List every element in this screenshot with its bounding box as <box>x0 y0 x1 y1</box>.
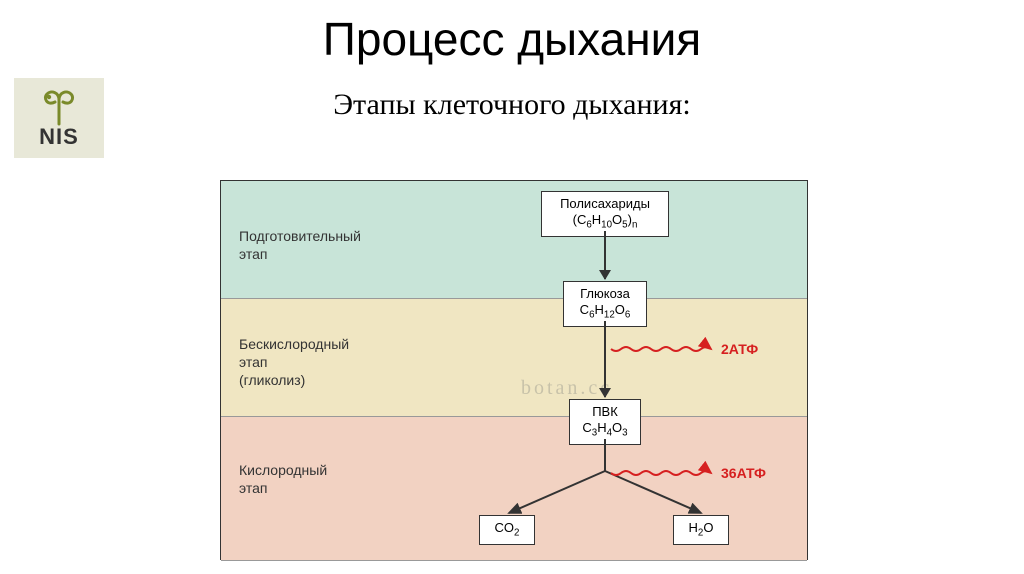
arrow-down-icon <box>604 231 606 279</box>
stage-label: Кислородныйэтап <box>239 461 327 497</box>
atp-output-label: 2АТФ <box>721 341 758 357</box>
page-title: Процесс дыхания <box>0 0 1024 66</box>
logo-text: NIS <box>39 124 79 150</box>
stage-label: Подготовительныйэтап <box>239 227 361 263</box>
arrow-down-icon <box>604 321 606 397</box>
node-h2o: H2O <box>673 515 729 545</box>
respiration-diagram: Подготовительныйэтап Бескислородныйэтап(г… <box>220 180 808 560</box>
atp-output-label: 36АТФ <box>721 465 766 481</box>
nis-logo: NIS <box>14 78 104 158</box>
stage-label: Бескислородныйэтап(гликолиз) <box>239 335 349 390</box>
subtitle: Этапы клеточного дыхания: <box>0 88 1024 122</box>
logo-swirl-icon <box>37 86 81 126</box>
node-pvk: ПВКC3H4O3 <box>569 399 641 445</box>
node-co2: CO2 <box>479 515 535 545</box>
